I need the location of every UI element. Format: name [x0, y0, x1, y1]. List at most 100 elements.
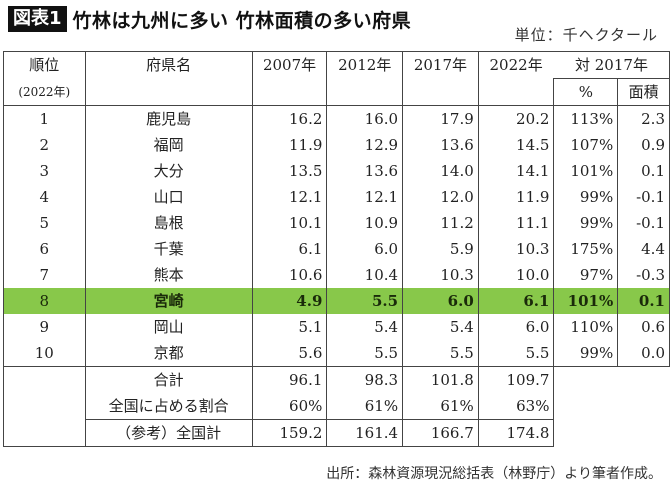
- table-row: 9 岡山 5.1 5.4 5.4 6.0 110% 0.6: [3, 313, 670, 340]
- value-cell: 10.1: [252, 209, 328, 236]
- diff-cell: 4.4: [617, 235, 670, 262]
- pct-cell: 113%: [553, 104, 619, 132]
- value-cell: 14.0: [402, 157, 479, 184]
- value-cell: 14.5: [478, 131, 555, 158]
- table-row: 6 千葉 6.1 6.0 5.9 10.3 175% 4.4: [3, 235, 670, 262]
- total-cell: 98.3: [326, 365, 404, 393]
- total-row: 合計 96.1 98.3 101.8 109.7: [3, 365, 670, 447]
- value-cell: 13.5: [252, 157, 328, 184]
- value-cell: 13.6: [326, 157, 404, 184]
- share-cell: 60%: [252, 392, 328, 419]
- value-cell: 17.9: [402, 104, 479, 132]
- source-note: 出所：森林資源現況総括表（林野庁）より筆者作成。: [326, 466, 662, 482]
- diff-cell: 2.3: [617, 104, 670, 132]
- value-cell: 5.1: [252, 313, 328, 340]
- pct-cell: 101%: [553, 157, 619, 184]
- value-cell: 12.1: [252, 183, 328, 210]
- pct-cell: 99%: [553, 339, 619, 367]
- total-cell: 109.7: [478, 365, 555, 393]
- pct-cell: 107%: [553, 131, 619, 158]
- share-cell: 61%: [326, 392, 404, 419]
- value-cell: 5.4: [402, 313, 479, 340]
- header-row: 順位 府県名 2007年 2012年 2017年 2022年 対 2017年: [3, 51, 670, 105]
- diff-cell: 0.9: [617, 131, 670, 158]
- national-cell: 166.7: [402, 418, 479, 447]
- empty-cell: [554, 366, 670, 393]
- value-cell: 11.9: [478, 183, 555, 210]
- pct-cell: 110%: [553, 313, 619, 340]
- pct-cell: 97%: [553, 261, 619, 288]
- header-2017: 2017年: [402, 51, 479, 105]
- rank-cell: 3: [3, 157, 86, 184]
- value-cell: 6.0: [478, 313, 555, 340]
- diff-cell: -0.1: [617, 209, 670, 236]
- pref-cell: 福岡: [85, 131, 253, 158]
- header-rank: 順位: [3, 51, 86, 79]
- national-cell: 159.2: [252, 418, 328, 447]
- pref-cell: 岡山: [85, 313, 253, 340]
- table-row: 4 山口 12.1 12.1 12.0 11.9 99% -0.1: [3, 183, 670, 210]
- empty-cell: [554, 419, 670, 446]
- share-cell: 63%: [478, 392, 555, 419]
- figure-title-text: 竹林は九州に多い 竹林面積の多い府県: [72, 9, 412, 32]
- pref-cell: 京都: [85, 339, 253, 366]
- value-cell: 12.1: [326, 183, 404, 210]
- rank-cell: 8: [3, 287, 86, 314]
- unit-label: 単位：千ヘクタール: [514, 26, 658, 44]
- rank-cell: 4: [3, 183, 86, 210]
- header-2012: 2012年: [326, 51, 404, 105]
- table-row: 2 福岡 11.9 12.9 13.6 14.5 107% 0.9: [3, 131, 670, 158]
- table-row: 1 鹿児島 16.2 16.0 17.9 20.2 113% 2.3: [3, 104, 670, 132]
- value-cell: 5.9: [402, 235, 479, 262]
- value-cell: 10.6: [252, 261, 328, 288]
- value-cell: 5.4: [326, 313, 404, 340]
- value-cell: 5.5: [326, 339, 404, 366]
- pref-cell: 山口: [85, 183, 253, 210]
- diff-cell: 0.1: [617, 157, 670, 184]
- value-cell: 14.1: [478, 157, 555, 184]
- value-cell: 5.6: [252, 339, 328, 366]
- table-row: 5 島根 10.1 10.9 11.2 11.1 99% -0.1: [3, 209, 670, 236]
- rank-cell: 1: [3, 104, 86, 132]
- pref-cell: 鹿児島: [85, 104, 253, 132]
- header-pct: %: [553, 78, 619, 105]
- pct-cell: 101%: [553, 287, 619, 314]
- value-cell: 6.0: [326, 235, 404, 262]
- pref-cell: 熊本: [85, 261, 253, 288]
- value-cell: 10.4: [326, 261, 404, 288]
- header-2022: 2022年: [478, 51, 554, 105]
- bamboo-area-table: 順位 府県名 2007年 2012年 2017年 2022年 対 2017年 (…: [3, 51, 670, 447]
- share-row: 全国に占める割合 60% 61% 61% 63%: [4, 392, 670, 420]
- pct-cell: 99%: [553, 183, 619, 210]
- table-row-highlighted: 8 宮崎 4.9 5.5 6.0 6.1 101% 0.1: [3, 287, 670, 314]
- table-row: 3 大分 13.5 13.6 14.0 14.1 101% 0.1: [3, 157, 670, 184]
- value-cell: 16.2: [252, 104, 328, 132]
- value-cell: 6.1: [252, 235, 328, 262]
- value-cell: 5.5: [402, 339, 479, 366]
- share-label: 全国に占める割合: [85, 392, 253, 419]
- total-cell: 101.8: [402, 365, 479, 393]
- value-cell: 12.0: [402, 183, 479, 210]
- header-area: 面積: [617, 78, 670, 105]
- value-cell: 11.2: [402, 209, 479, 236]
- value-cell: 5.5: [326, 287, 404, 314]
- diff-cell: 0.1: [617, 287, 670, 314]
- empty-cell: [554, 393, 670, 420]
- pref-cell: 千葉: [85, 235, 253, 262]
- header-vs-2017: 対 2017年: [553, 51, 670, 79]
- share-cell: 61%: [402, 392, 479, 419]
- figure-badge: 図表1: [8, 6, 67, 32]
- header-rank-sub: (2022年): [3, 78, 86, 105]
- rank-cell: 2: [3, 131, 86, 158]
- pref-cell: 宮崎: [85, 287, 253, 314]
- empty-cell: [3, 365, 86, 447]
- diff-cell: 0.6: [617, 313, 670, 340]
- value-cell: 5.5: [478, 339, 555, 366]
- rank-cell: 6: [3, 235, 86, 262]
- pct-cell: 175%: [553, 235, 619, 262]
- value-cell: 10.3: [478, 235, 555, 262]
- header-2007: 2007年: [252, 51, 328, 105]
- rank-cell: 10: [3, 339, 86, 366]
- rank-cell: 7: [3, 261, 86, 288]
- value-cell: 10.3: [402, 261, 479, 288]
